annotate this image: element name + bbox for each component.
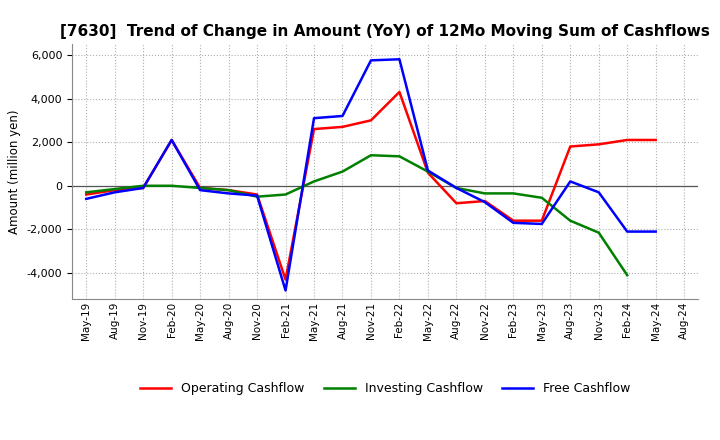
Free Cashflow — [196, 187, 204, 193]
Investing Cashflow — [509, 191, 518, 196]
Investing Cashflow — [452, 185, 461, 191]
Free Cashflow — [282, 288, 290, 293]
Investing Cashflow — [225, 187, 233, 193]
Operating Cashflow — [253, 192, 261, 197]
Free Cashflow — [253, 193, 261, 198]
Operating Cashflow — [595, 142, 603, 147]
Free Cashflow — [225, 191, 233, 196]
Free Cashflow — [338, 114, 347, 119]
Free Cashflow — [310, 116, 318, 121]
Investing Cashflow — [595, 230, 603, 235]
Free Cashflow — [139, 185, 148, 191]
Operating Cashflow — [652, 137, 660, 143]
Investing Cashflow — [395, 154, 404, 159]
Operating Cashflow — [225, 187, 233, 193]
Operating Cashflow — [310, 126, 318, 132]
Free Cashflow — [652, 229, 660, 234]
Free Cashflow — [110, 190, 119, 195]
Free Cashflow — [366, 58, 375, 63]
Investing Cashflow — [167, 183, 176, 188]
Line: Free Cashflow: Free Cashflow — [86, 59, 656, 290]
Investing Cashflow — [82, 190, 91, 195]
Investing Cashflow — [196, 185, 204, 191]
Free Cashflow — [395, 57, 404, 62]
Legend: Operating Cashflow, Investing Cashflow, Free Cashflow: Operating Cashflow, Investing Cashflow, … — [135, 377, 635, 400]
Operating Cashflow — [82, 192, 91, 197]
Line: Operating Cashflow: Operating Cashflow — [86, 92, 656, 279]
Investing Cashflow — [110, 187, 119, 192]
Operating Cashflow — [566, 144, 575, 149]
Investing Cashflow — [566, 218, 575, 224]
Free Cashflow — [82, 196, 91, 202]
Operating Cashflow — [509, 218, 518, 224]
Investing Cashflow — [423, 169, 432, 174]
Y-axis label: Amount (million yen): Amount (million yen) — [8, 110, 21, 234]
Free Cashflow — [509, 220, 518, 225]
Investing Cashflow — [282, 192, 290, 197]
Operating Cashflow — [452, 201, 461, 206]
Free Cashflow — [566, 179, 575, 184]
Operating Cashflow — [338, 124, 347, 129]
Operating Cashflow — [139, 185, 148, 191]
Line: Investing Cashflow: Investing Cashflow — [86, 155, 627, 275]
Investing Cashflow — [366, 153, 375, 158]
Free Cashflow — [423, 168, 432, 173]
Operating Cashflow — [537, 218, 546, 224]
Investing Cashflow — [480, 191, 489, 196]
Free Cashflow — [452, 185, 461, 191]
Investing Cashflow — [139, 183, 148, 188]
Operating Cashflow — [423, 170, 432, 175]
Investing Cashflow — [253, 194, 261, 199]
Free Cashflow — [595, 190, 603, 195]
Free Cashflow — [167, 137, 176, 143]
Investing Cashflow — [537, 195, 546, 200]
Operating Cashflow — [480, 198, 489, 204]
Operating Cashflow — [366, 118, 375, 123]
Operating Cashflow — [282, 277, 290, 282]
Operating Cashflow — [167, 137, 176, 143]
Operating Cashflow — [196, 185, 204, 191]
Operating Cashflow — [110, 187, 119, 193]
Operating Cashflow — [395, 89, 404, 95]
Free Cashflow — [537, 221, 546, 227]
Title: [7630]  Trend of Change in Amount (YoY) of 12Mo Moving Sum of Cashflows: [7630] Trend of Change in Amount (YoY) o… — [60, 24, 710, 39]
Free Cashflow — [480, 199, 489, 205]
Investing Cashflow — [310, 179, 318, 184]
Investing Cashflow — [338, 169, 347, 174]
Operating Cashflow — [623, 137, 631, 143]
Free Cashflow — [623, 229, 631, 234]
Investing Cashflow — [623, 272, 631, 278]
